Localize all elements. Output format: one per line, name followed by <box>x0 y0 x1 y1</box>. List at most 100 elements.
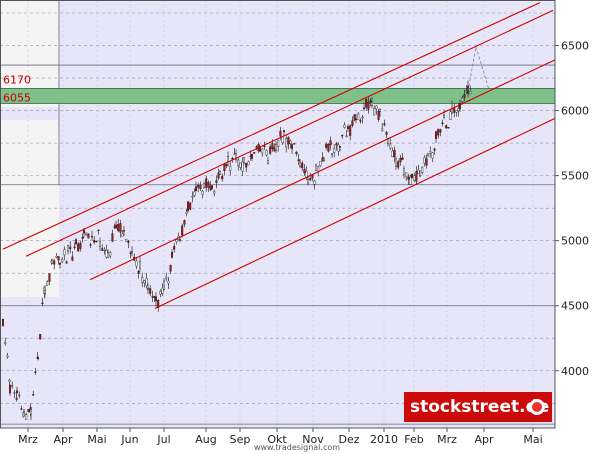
candle-body <box>121 233 124 237</box>
candle-body <box>51 260 54 264</box>
candle-body <box>351 120 354 126</box>
candle-body <box>101 248 104 251</box>
candle-body <box>431 152 434 159</box>
logo-text: stockstreet.de <box>410 397 550 417</box>
candle-body <box>90 236 93 238</box>
candle-body <box>226 156 229 162</box>
candle-body <box>15 397 18 400</box>
candle-body <box>371 102 374 106</box>
candle-body <box>213 191 216 194</box>
candle-body <box>30 409 33 415</box>
candle-body <box>265 150 268 156</box>
candle-body <box>122 230 125 232</box>
candle-body <box>379 109 382 112</box>
candle-body <box>373 108 376 116</box>
candle-body <box>117 223 120 231</box>
candle-body <box>61 259 64 262</box>
candle-body <box>59 262 62 265</box>
candle-body <box>411 173 414 179</box>
channel-line <box>25 9 554 257</box>
xtick-label-Mrz: Mrz <box>18 433 38 446</box>
candle-body <box>89 244 92 246</box>
candle-body <box>469 91 472 95</box>
candle-body <box>87 233 90 239</box>
candle-body <box>301 162 304 169</box>
candle-body <box>381 128 384 131</box>
candle-body <box>79 242 82 249</box>
candle-body <box>413 175 416 181</box>
candle-body <box>363 107 366 109</box>
xtick-label-Feb: Feb <box>404 433 423 446</box>
candle-body <box>403 168 406 175</box>
candle-body <box>407 176 410 180</box>
candle-body <box>237 159 240 166</box>
candle-body <box>8 385 11 394</box>
candle-body <box>103 249 106 252</box>
candle-body <box>242 157 245 163</box>
candle-body <box>194 186 197 191</box>
ytick-label-6500: 6500 <box>561 40 589 53</box>
candle-body <box>185 211 188 214</box>
candle-body <box>2 319 5 326</box>
candle-body <box>463 94 466 98</box>
candle-body <box>217 172 220 179</box>
candle-body <box>151 296 154 298</box>
candle-body <box>417 169 420 174</box>
candle-body <box>455 110 458 113</box>
ytick-label-4500: 4500 <box>561 300 589 313</box>
candle-body <box>361 116 364 119</box>
xtick-label-Mai: Mai <box>87 433 106 446</box>
candle-body <box>391 150 394 158</box>
candle-body <box>82 229 85 234</box>
stockstreet-logo[interactable]: stockstreet.de <box>404 392 552 422</box>
candle-body <box>297 159 300 162</box>
candle-body <box>130 251 133 253</box>
candle-body <box>415 171 418 182</box>
candle-body <box>193 191 196 196</box>
candle-body <box>137 270 140 274</box>
candle-body <box>201 190 204 195</box>
candle-body <box>277 139 280 147</box>
candle-body <box>347 126 350 130</box>
candle-body <box>389 143 392 149</box>
candle-body <box>283 130 286 133</box>
xtick-label-Sep: Sep <box>230 433 251 446</box>
candle-body <box>225 164 228 166</box>
candle-body <box>245 162 248 168</box>
candle-body <box>55 255 58 258</box>
candle-body <box>441 122 444 124</box>
candle-body <box>239 162 242 168</box>
channels <box>2 2 556 309</box>
candle-body <box>39 334 42 340</box>
candle-body <box>399 158 402 163</box>
candle-body <box>8 379 11 382</box>
candle-body <box>159 291 162 295</box>
plot-frame <box>0 0 556 429</box>
candle-body <box>154 296 157 302</box>
ytick-label-6000: 6000 <box>561 105 589 118</box>
candle-body <box>229 166 232 171</box>
candle-body <box>111 233 114 242</box>
candle-body <box>32 394 35 396</box>
candle-body <box>189 202 192 210</box>
candle-body <box>325 144 328 148</box>
candle-body <box>71 256 74 261</box>
candle-body <box>127 241 130 243</box>
candle-body <box>85 232 88 235</box>
candle-body <box>169 264 172 272</box>
candle-body <box>337 144 340 152</box>
candle-body <box>319 161 322 167</box>
candle-body <box>205 178 208 188</box>
candle-body <box>202 183 205 188</box>
candle-body <box>20 408 23 410</box>
candle-body <box>109 252 112 257</box>
candle-body <box>275 144 278 151</box>
candle-body <box>307 179 310 184</box>
candle-body <box>447 127 450 129</box>
candle-body <box>125 239 128 242</box>
candle-body <box>95 240 98 243</box>
credit-text: www.tradesignal.com <box>254 443 340 452</box>
candle-body <box>459 103 462 109</box>
candle-body <box>263 145 266 147</box>
